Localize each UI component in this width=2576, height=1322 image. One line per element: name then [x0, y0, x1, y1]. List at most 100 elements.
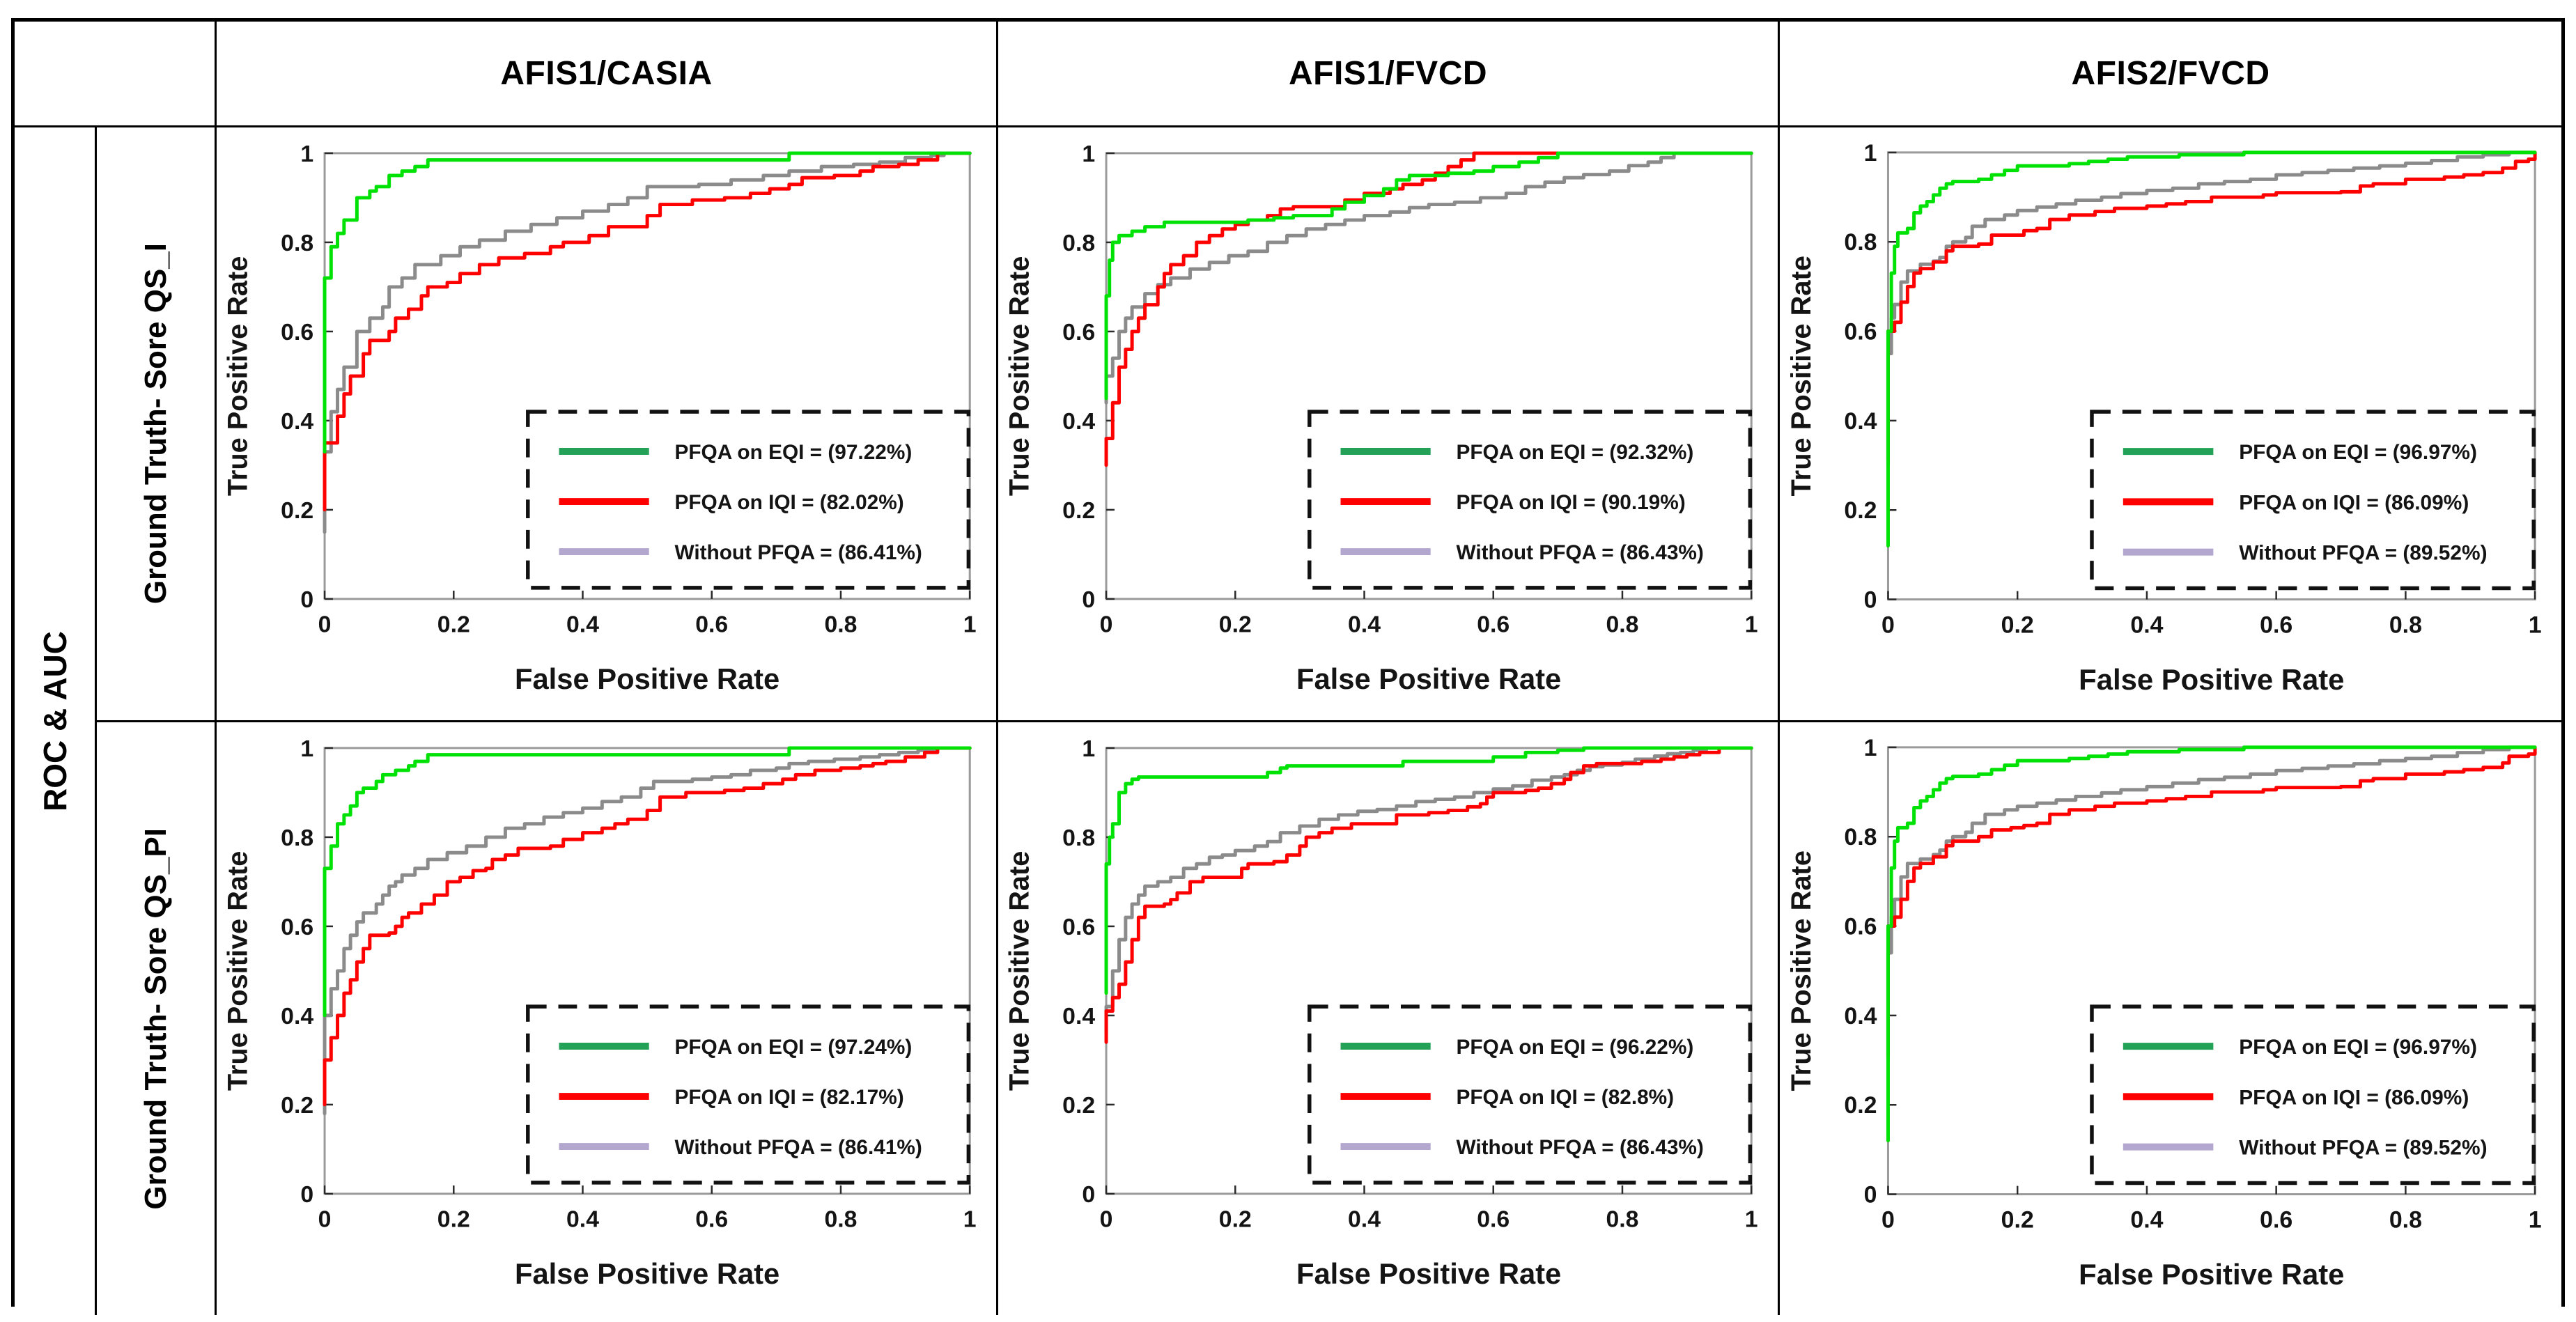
legend-entry-label: Without PFQA = (89.52%) [2239, 542, 2487, 565]
x-tick-label: 0 [1100, 612, 1113, 638]
x-tick-label: 0.4 [2130, 612, 2163, 638]
roc-plot-svg: 0 0.2 0.4 0.6 0.8 1 0 0.2 0.4 0.6 0.8 1 False Positi… [1786, 735, 2542, 1291]
x-tick-label: 0.6 [1477, 1206, 1510, 1233]
roc-curve-without-pfqa [1886, 745, 2537, 1062]
x-tick-label: 0.4 [566, 612, 599, 638]
side-label: ROC & AUC [36, 631, 73, 811]
x-axis-label: False Positive Rate [515, 662, 779, 695]
y-tick-label: 0.4 [1062, 1003, 1095, 1029]
x-tick-label: 0 [1881, 1206, 1895, 1233]
row-label-qs-pi: Ground Truth- Sore QS_PI [97, 722, 217, 1315]
legend-entry-label: PFQA on IQI = (82.8%) [1456, 1086, 1674, 1109]
y-tick-label: 0.2 [1844, 1092, 1877, 1119]
x-axis-label: False Positive Rate [2079, 663, 2344, 696]
x-tick-label: 0.8 [1606, 1206, 1639, 1233]
y-tick-label: 0.8 [1062, 230, 1095, 256]
y-axis-label: True Positive Rate [1786, 850, 1817, 1091]
y-tick-label: 0.4 [1062, 408, 1095, 435]
row-label: Ground Truth- Sore QS_I [138, 243, 173, 605]
y-tick-label: 1 [1082, 736, 1095, 762]
x-tick-label: 0.8 [2389, 612, 2422, 638]
roc-curve-pfqa-on-eqi [323, 746, 972, 1018]
roc-chart-afis1-fvcd-qspi: 0 0.2 0.4 0.6 0.8 1 0 0.2 0.4 0.6 0.8 1 False Positi… [998, 722, 1780, 1315]
row-label: Ground Truth- Sore QS_PI [138, 827, 173, 1210]
legend-entry-label: PFQA on EQI = (97.22%) [674, 441, 912, 464]
roc-curve-pfqa-on-iqi [1104, 151, 1753, 467]
roc-curve-pfqa-on-eqi [1104, 151, 1753, 401]
x-tick-label: 0.2 [1219, 612, 1252, 638]
column-header-label: AFIS1/FVCD [1288, 55, 1488, 92]
x-axis-label: False Positive Rate [2079, 1258, 2344, 1291]
legend-box [526, 1004, 971, 1185]
x-axis-label: False Positive Rate [515, 1257, 779, 1290]
roc-curve-without-pfqa [323, 746, 972, 1116]
legend-entry-label: PFQA on IQI = (86.09%) [2239, 491, 2469, 514]
roc-curve-pfqa-on-eqi [323, 151, 972, 454]
y-axis-label: True Positive Rate [1786, 256, 1817, 496]
column-header-afis2-fvcd: AFIS2/FVCD [1780, 22, 2561, 127]
y-tick-label: 0.4 [281, 408, 313, 435]
y-tick-label: 0.8 [1062, 825, 1095, 851]
roc-curve-without-pfqa [323, 151, 972, 534]
x-tick-label: 0.6 [2260, 612, 2292, 638]
side-label-cell: ROC & AUC [15, 127, 97, 1315]
x-tick-label: 0.2 [2001, 1206, 2034, 1233]
x-tick-label: 0.8 [2389, 1206, 2422, 1233]
y-tick-label: 0.6 [281, 319, 313, 345]
y-tick-label: 0.6 [1062, 914, 1095, 940]
x-tick-label: 0 [1881, 612, 1895, 638]
x-tick-label: 0.6 [2260, 1206, 2292, 1233]
figure-table: AFIS1/CASIA AFIS1/FVCD AFIS2/FVCD ROC & … [11, 18, 2565, 1315]
x-tick-label: 0.2 [1219, 1206, 1252, 1233]
y-tick-label: 0 [300, 1181, 313, 1208]
y-tick-label: 1 [300, 141, 313, 167]
roc-chart-afis1-casia-qspi: 0 0.2 0.4 0.6 0.8 1 0 0.2 0.4 0.6 0.8 1 False Positi… [217, 722, 998, 1315]
roc-curve-pfqa-on-iqi [323, 151, 972, 512]
x-tick-label: 1 [1745, 612, 1758, 638]
y-tick-label: 0.8 [1844, 824, 1877, 850]
roc-chart-afis1-fvcd-qsi: 0 0.2 0.4 0.6 0.8 1 0 0.2 0.4 0.6 0.8 1 False Positi… [998, 127, 1780, 722]
y-tick-label: 0.4 [1844, 1003, 1877, 1029]
x-tick-label: 0.6 [695, 1206, 728, 1233]
x-tick-label: 1 [2529, 612, 2542, 638]
roc-curve-without-pfqa [1886, 150, 2537, 467]
legend-entry-label: PFQA on IQI = (86.09%) [2239, 1086, 2469, 1109]
y-tick-label: 0 [1082, 1181, 1095, 1208]
roc-plot-svg: 0 0.2 0.4 0.6 0.8 1 0 0.2 0.4 0.6 0.8 1 False Positi… [1004, 736, 1758, 1290]
y-axis-label: True Positive Rate [223, 256, 254, 497]
y-tick-label: 1 [300, 736, 313, 762]
x-tick-label: 1 [963, 1206, 977, 1233]
table-corner-cell [15, 22, 217, 127]
y-tick-label: 0.8 [281, 230, 313, 256]
roc-curve-pfqa-on-eqi [1886, 150, 2537, 548]
x-tick-label: 1 [1745, 1206, 1758, 1233]
column-header-afis1-casia: AFIS1/CASIA [217, 22, 998, 127]
x-tick-label: 0.2 [2001, 612, 2034, 638]
y-tick-label: 0 [1864, 1182, 1877, 1208]
x-tick-label: 1 [2529, 1206, 2542, 1233]
legend-entry-label: PFQA on EQI = (92.32%) [1456, 441, 1693, 464]
y-tick-label: 0 [1082, 586, 1095, 613]
y-tick-label: 1 [1082, 141, 1095, 167]
column-header-afis1-fvcd: AFIS1/FVCD [998, 22, 1780, 127]
y-tick-label: 1 [1864, 140, 1877, 166]
column-header-label: AFIS1/CASIA [500, 55, 713, 92]
legend-entry-label: PFQA on IQI = (82.17%) [674, 1086, 903, 1109]
x-tick-label: 0.2 [437, 1206, 470, 1233]
x-tick-label: 0 [318, 1206, 332, 1233]
roc-curve-pfqa-on-eqi [1104, 746, 1753, 995]
roc-curve-without-pfqa [1104, 151, 1753, 405]
legend-entry-label: PFQA on EQI = (97.24%) [674, 1036, 912, 1059]
y-tick-label: 0.6 [1844, 319, 1877, 345]
roc-curve-pfqa-on-iqi [1886, 745, 2537, 1058]
x-tick-label: 0.4 [1348, 612, 1381, 638]
x-tick-label: 0.8 [1606, 612, 1639, 638]
y-tick-label: 0.8 [281, 825, 313, 851]
roc-curve-pfqa-on-iqi [1886, 150, 2537, 463]
x-tick-label: 0.4 [1348, 1206, 1381, 1233]
y-axis-label: True Positive Rate [1004, 256, 1035, 497]
legend-entry-label: Without PFQA = (86.41%) [674, 1136, 922, 1159]
y-tick-label: 0.8 [1844, 229, 1877, 256]
y-tick-label: 0.4 [1844, 408, 1877, 435]
y-axis-label: True Positive Rate [223, 851, 254, 1091]
